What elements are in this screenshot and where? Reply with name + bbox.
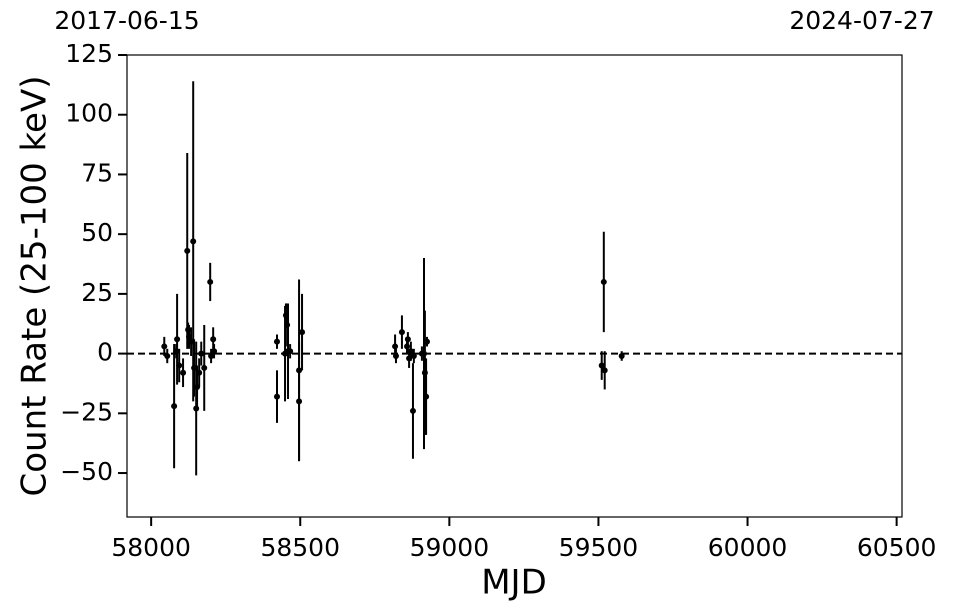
- y-tick-label: −25: [60, 397, 113, 426]
- data-point: [180, 369, 187, 376]
- y-tick-label: 100: [65, 99, 113, 128]
- x-tick-label: 58500: [260, 533, 340, 562]
- top-tick-label: 2017-06-15: [54, 6, 199, 35]
- data-point: [410, 352, 417, 359]
- data-point: [392, 352, 399, 359]
- data-point: [296, 398, 303, 405]
- data-point: [598, 362, 605, 369]
- data-point: [423, 393, 430, 400]
- data-point: [423, 338, 430, 345]
- y-tick-label: 25: [81, 278, 113, 307]
- data-point: [164, 352, 171, 359]
- data-point: [392, 343, 399, 350]
- data-point: [171, 403, 178, 410]
- data-point: [210, 336, 217, 343]
- data-point: [404, 336, 411, 343]
- plot-frame: [126, 54, 903, 518]
- data-point: [601, 367, 608, 374]
- data-point: [176, 362, 183, 369]
- data-point: [196, 369, 203, 376]
- y-tick-label: 50: [81, 218, 113, 247]
- x-tick-label: 60500: [857, 533, 937, 562]
- x-tick-label: 58000: [111, 533, 191, 562]
- y-axis-label: Count Rate (25-100 keV): [15, 76, 55, 497]
- data-point: [211, 348, 218, 355]
- data-point: [618, 352, 625, 359]
- x-tick-label: 59000: [410, 533, 490, 562]
- data-point: [398, 329, 405, 336]
- x-axis-label: MJD: [481, 563, 547, 603]
- x-tick-label: 59500: [559, 533, 639, 562]
- data-point: [208, 352, 215, 359]
- y-tick-label: 0: [97, 338, 113, 367]
- y-tick-label: 75: [81, 158, 113, 187]
- data-point: [600, 278, 607, 285]
- data-point: [184, 247, 191, 254]
- data-point: [273, 338, 280, 345]
- data-point: [190, 238, 197, 245]
- data-point: [198, 350, 205, 357]
- data-point: [161, 343, 168, 350]
- data-point: [407, 348, 414, 355]
- data-point: [207, 278, 214, 285]
- top-tick-label: 2024-07-27: [789, 6, 934, 35]
- data-point: [174, 336, 181, 343]
- y-tick-label: 125: [65, 39, 113, 68]
- data-point: [287, 348, 294, 355]
- data-point: [299, 329, 306, 336]
- y-tick-label: −50: [60, 457, 113, 486]
- x-tick-label: 60000: [708, 533, 788, 562]
- data-point: [201, 364, 208, 371]
- data-point: [273, 393, 280, 400]
- data-point: [409, 407, 416, 414]
